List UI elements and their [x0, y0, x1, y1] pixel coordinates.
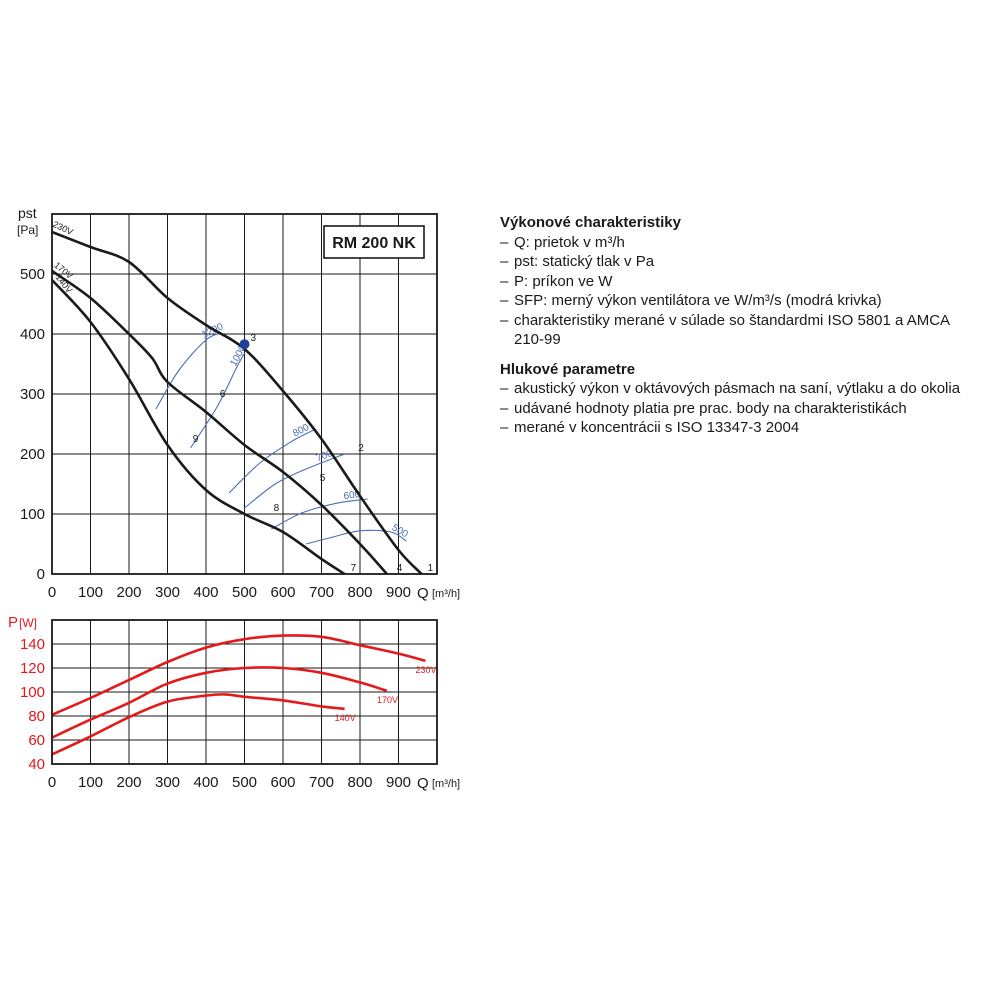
y-tick-label: 140	[20, 636, 45, 653]
operating-points: 1 2 3 4 5 6 7 8 9	[193, 333, 434, 574]
list-item: – pst: statický tlak v Pa	[500, 253, 655, 270]
x-tick-label: 200	[116, 584, 141, 601]
x-tick-label: 800	[347, 584, 372, 601]
operating-point-label: 3	[251, 333, 257, 344]
x-tick-label: 700	[309, 584, 334, 601]
x-tick-label: 500	[232, 584, 257, 601]
x-tick-label: 100	[78, 584, 103, 601]
x-tick-label: 0	[48, 774, 56, 791]
sfp-curve	[271, 498, 368, 530]
list-item: – Q: prietok v m³/h	[500, 233, 625, 251]
y-tick-label: 400	[20, 326, 45, 343]
pressure-grid	[52, 214, 437, 574]
noise-heading: Hlukové parametre	[500, 360, 636, 378]
x-tick-label: 900	[386, 774, 411, 791]
pressure-x-label: Q	[417, 585, 429, 602]
power-x-unit: [m³/h]	[432, 778, 460, 790]
power-y-label: P	[8, 614, 18, 631]
operating-point-label: 2	[358, 443, 364, 454]
voltage-label: 230V	[415, 665, 436, 675]
sfp-curve-label: 500	[390, 522, 410, 540]
power-curve	[51, 634, 426, 716]
y-tick-label: 300	[20, 386, 45, 403]
y-tick-label: 80	[28, 708, 45, 725]
y-tick-label: 0	[37, 566, 45, 583]
power-y-tick-labels: 40 60 80 100 120 140	[20, 636, 45, 773]
x-tick-label: 800	[347, 774, 372, 791]
power-curve	[51, 666, 388, 739]
list-item: – akustický výkon v oktávových pásmach na…	[500, 380, 961, 397]
operating-point-marker	[239, 339, 250, 350]
pressure-y-tick-labels: 0 100 200 300 400 500	[20, 266, 45, 583]
list-item: – SFP: merný výkon ventilátora ve W/m³/s …	[500, 292, 882, 309]
power-grid	[52, 620, 437, 764]
chart-title-box: RM 200 NK	[323, 225, 425, 259]
y-tick-label: 40	[28, 756, 45, 773]
operating-point-label: 9	[193, 434, 199, 445]
sfp-curve	[190, 352, 245, 449]
pressure-curve	[51, 269, 388, 575]
info-panel: Výkonové charakteristiky – Q: prietok v m…	[500, 213, 980, 438]
x-tick-label: 700	[309, 774, 334, 791]
y-tick-label: 60	[28, 732, 45, 749]
x-tick-label: 400	[193, 774, 218, 791]
pressure-x-tick-labels: 0 100 200 300 400 500 600 700 800 900	[48, 584, 411, 601]
pressure-plot-frame	[51, 213, 438, 575]
x-tick-label: 900	[386, 584, 411, 601]
y-tick-label: 100	[20, 506, 45, 523]
power-flow-chart: 230V 170V 140V 0 100 200 300 400 500 600 700 800 90…	[8, 614, 460, 792]
operating-point-label: 5	[320, 473, 326, 484]
chart-title: RM 200 NK	[332, 235, 416, 252]
x-tick-label: 600	[270, 584, 295, 601]
operating-point-label: 6	[220, 389, 226, 400]
sfp-curve	[228, 429, 315, 494]
list-item: – P: príkon ve W	[500, 272, 613, 290]
power-y-unit: [W]	[19, 616, 37, 630]
operating-point-label: 1	[428, 563, 434, 574]
performance-heading: Výkonové charakteristiky	[500, 214, 681, 231]
y-tick-label: 500	[20, 266, 45, 283]
pressure-y-unit: [Pa]	[17, 223, 38, 237]
list-item: – udávané hodnoty platia pre prac. body n…	[500, 399, 907, 417]
x-tick-label: 500	[232, 774, 257, 791]
noise-list: – akustický výkon v oktávových pásmach na…	[500, 379, 980, 438]
sfp-curve-label: 700	[315, 448, 335, 464]
y-tick-label: 100	[20, 684, 45, 701]
sfp-curve	[244, 453, 345, 509]
x-tick-label: 100	[78, 774, 103, 791]
x-tick-label: 0	[48, 584, 56, 601]
power-x-label: Q	[417, 775, 429, 792]
power-curves: 230V 170V 140V	[51, 634, 436, 756]
x-tick-label: 300	[155, 774, 180, 791]
pressure-curve	[51, 230, 423, 575]
power-curve	[51, 693, 345, 756]
operating-point-label: 8	[274, 503, 280, 514]
x-tick-label: 300	[155, 584, 180, 601]
pressure-y-label: pst	[18, 205, 37, 221]
list-item: – merané v koncentrácii s ISO 13347-3 200…	[500, 419, 800, 436]
sfp-curve-label: 800	[291, 422, 311, 440]
list-item: – charakteristiky merané v súlade so štan…	[500, 311, 950, 349]
y-tick-label: 120	[20, 660, 45, 677]
power-plot-frame	[51, 619, 438, 765]
operating-point-label: 7	[351, 563, 357, 574]
sfp-curve	[155, 332, 222, 410]
operating-point-label: 4	[397, 563, 403, 574]
x-tick-label: 200	[116, 774, 141, 791]
y-tick-label: 200	[20, 446, 45, 463]
power-x-tick-labels: 0 100 200 300 400 500 600 700 800 900	[48, 774, 411, 791]
pressure-curve	[51, 279, 346, 576]
x-tick-label: 600	[270, 774, 295, 791]
pressure-x-unit: [m³/h]	[432, 588, 460, 600]
x-tick-label: 400	[193, 584, 218, 601]
voltage-label: 140V	[335, 713, 356, 723]
sfp-curve	[305, 529, 407, 545]
performance-list: – Q: prietok v m³/h – pst: statický tlak v…	[500, 233, 980, 350]
voltage-label: 170V	[377, 695, 398, 705]
